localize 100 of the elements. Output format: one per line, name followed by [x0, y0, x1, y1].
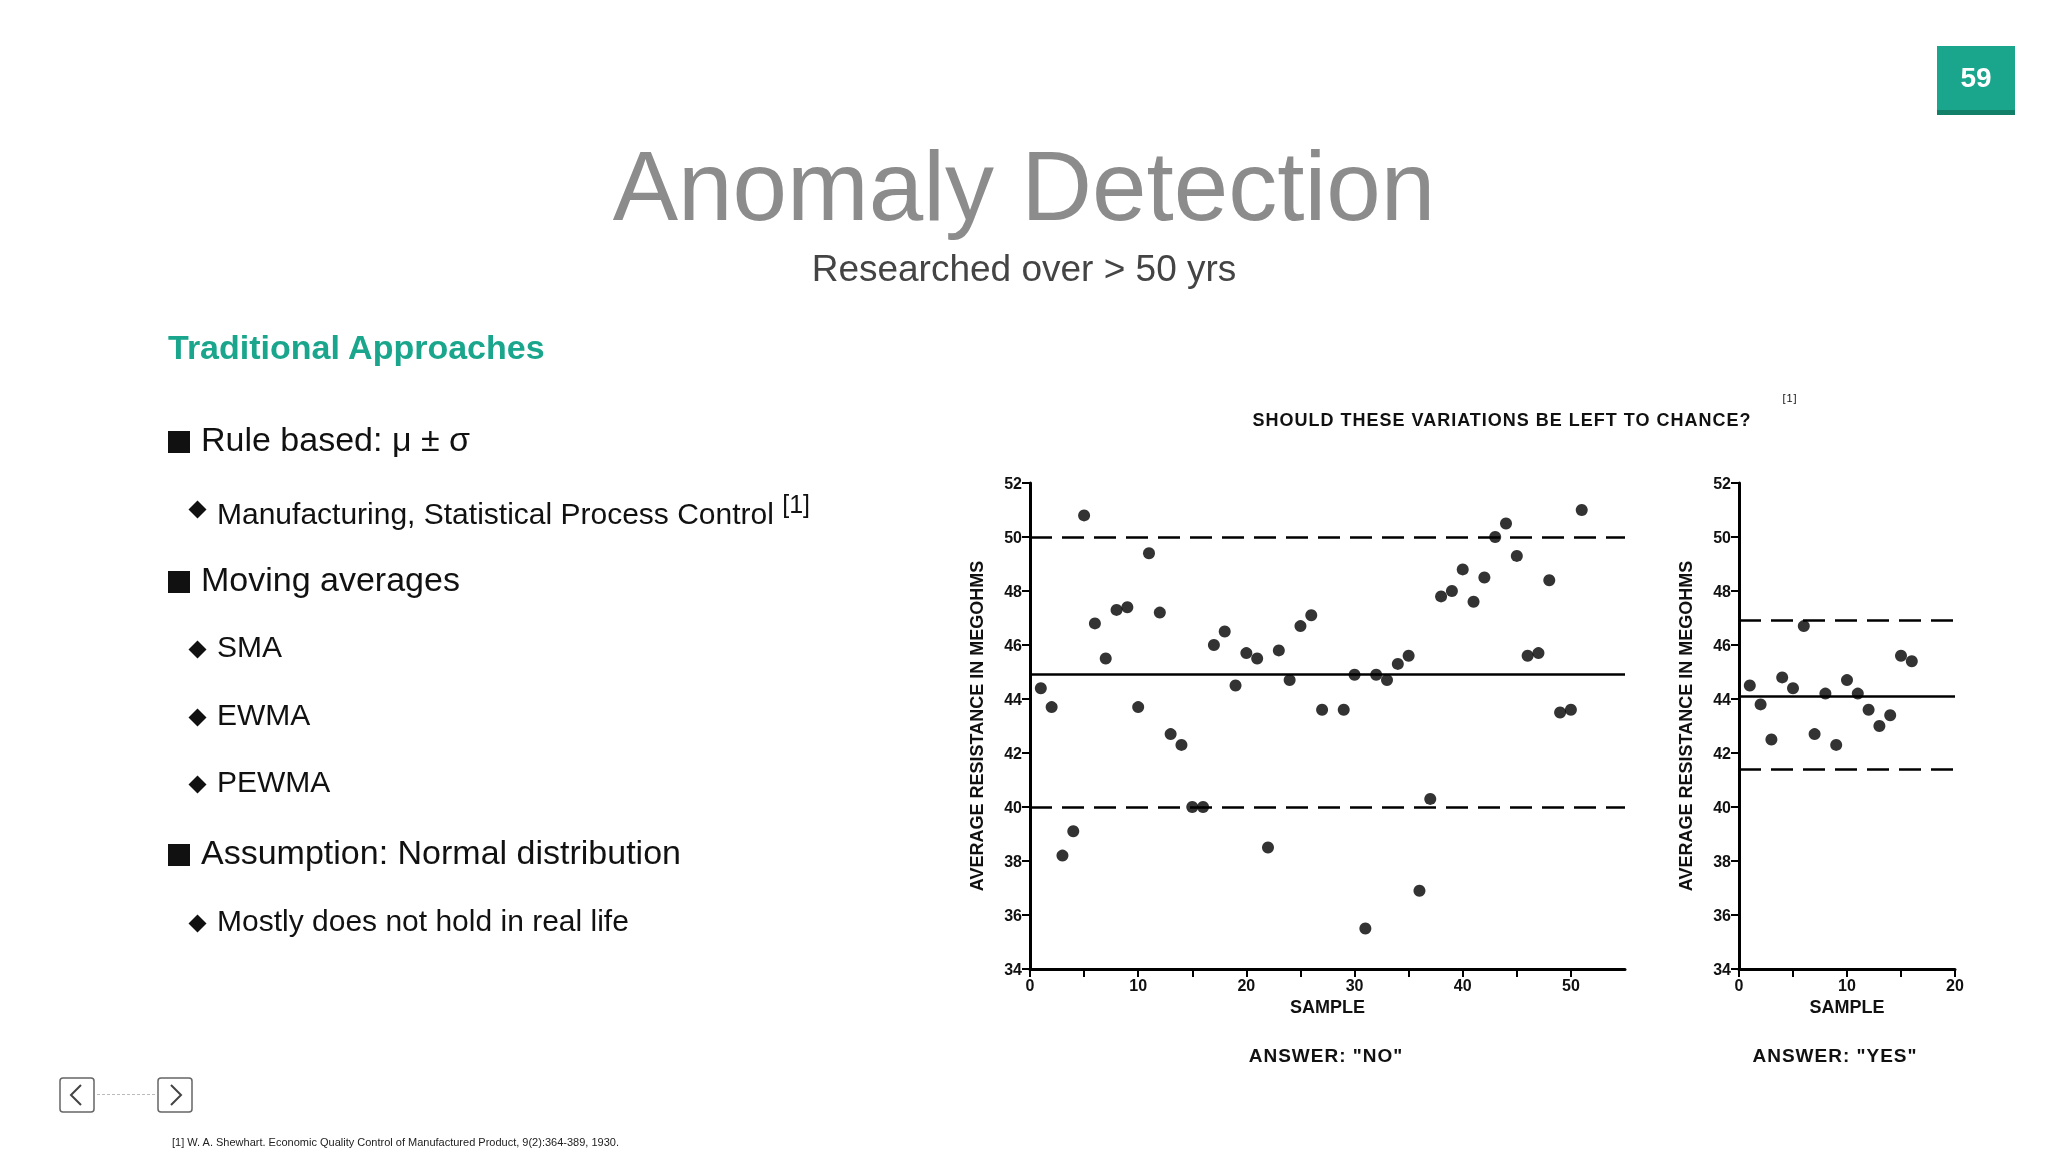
point	[1445, 585, 1458, 597]
point	[1067, 825, 1080, 838]
point	[1305, 609, 1318, 622]
x-tick-label: 20	[1237, 976, 1256, 994]
point	[1143, 547, 1155, 560]
text: EWMA	[217, 698, 311, 732]
text: Rule based: μ ± σ	[201, 420, 471, 459]
point	[1175, 738, 1188, 751]
text: Moving averages	[201, 560, 460, 599]
point	[1207, 639, 1220, 651]
point	[1797, 620, 1810, 633]
point	[1905, 655, 1918, 668]
point	[1467, 595, 1480, 608]
point	[1132, 701, 1145, 714]
point	[1787, 682, 1799, 695]
text: Manufacturing, Statistical Process Control $^{[1]}$	[217, 490, 811, 531]
y-tick-label: 52	[1004, 474, 1023, 492]
point	[1478, 571, 1491, 584]
point	[1754, 698, 1767, 711]
point	[1110, 603, 1123, 616]
text: Anomaly Detection	[611, 130, 1437, 243]
point	[1099, 652, 1112, 665]
text: Researched over > 50 yrs	[810, 248, 1238, 290]
text: ANSWER: "YES"	[1751, 1045, 1919, 1067]
x-tick-label: 30	[1345, 976, 1364, 994]
x-tick-label: 0	[1734, 976, 1744, 994]
point	[1078, 509, 1091, 522]
y-tick-label: 38	[1713, 852, 1732, 870]
point	[1164, 728, 1177, 741]
point	[1034, 682, 1047, 695]
x-tick-label: 10	[1838, 976, 1856, 994]
y-tick-label: 46	[1004, 636, 1023, 654]
text: [1]	[1781, 392, 1799, 404]
y-tick-label: 52	[1713, 474, 1732, 492]
point	[1294, 620, 1307, 633]
point	[1435, 590, 1448, 603]
point	[1359, 922, 1372, 935]
point	[1554, 706, 1567, 719]
text: PEWMA	[217, 765, 331, 799]
point	[1510, 549, 1523, 562]
point	[1841, 674, 1853, 687]
text: [1] W. A. Shewhart. Economic Quality Control of Manufactured Product, 9(2):364-389, 1930.	[172, 1136, 619, 1148]
point	[1316, 703, 1329, 716]
point	[1575, 504, 1588, 516]
point	[1873, 720, 1886, 732]
point	[1456, 563, 1469, 576]
point	[1424, 792, 1437, 805]
point	[1532, 647, 1545, 660]
point	[1743, 679, 1756, 692]
y-tick-label: 40	[1713, 798, 1732, 816]
point	[1543, 574, 1556, 587]
x-axis-title: SAMPLE	[1289, 996, 1366, 1017]
point	[1229, 679, 1242, 692]
y-axis-title: AVERAGE RESISTANCE IN MEGOHMS	[1676, 560, 1696, 892]
point	[1240, 647, 1253, 660]
point	[1564, 703, 1577, 716]
y-tick-label: 34	[1004, 960, 1023, 978]
y-tick-label: 42	[1713, 744, 1732, 762]
point	[1272, 644, 1285, 657]
x-axis-title: SAMPLE	[1809, 996, 1885, 1017]
x-tick-label: 10	[1129, 976, 1148, 994]
text: SMA	[217, 630, 283, 664]
y-tick-label: 46	[1713, 636, 1732, 654]
y-tick-label: 44	[1004, 690, 1023, 708]
point	[1500, 517, 1512, 530]
x-tick-label: 0	[1025, 976, 1035, 994]
y-tick-label: 40	[1004, 798, 1023, 816]
chart-title: SHOULD THESE VARIATIONS BE LEFT TO CHANCE?	[1251, 410, 1753, 431]
point	[1251, 652, 1264, 665]
point	[1765, 733, 1778, 746]
point	[1056, 849, 1069, 862]
point	[1862, 703, 1875, 716]
y-tick-label: 38	[1004, 852, 1023, 870]
text: ANSWER: "NO"	[1247, 1045, 1405, 1067]
x-tick-label: 20	[1946, 976, 1964, 994]
text: Assumption: Normal distribution	[201, 833, 681, 872]
point	[1884, 709, 1897, 722]
point	[1088, 617, 1101, 630]
text: Traditional Approaches	[168, 328, 545, 367]
y-tick-label: 48	[1004, 582, 1023, 600]
y-axis-title: AVERAGE RESISTANCE IN MEGOHMS	[967, 560, 987, 892]
y-tick-label: 34	[1713, 960, 1732, 978]
y-tick-label: 36	[1713, 906, 1732, 924]
y-tick-label: 44	[1713, 690, 1732, 708]
y-tick-label: 36	[1004, 906, 1023, 924]
point	[1413, 884, 1426, 897]
point	[1776, 671, 1789, 684]
point	[1337, 703, 1350, 716]
y-tick-label: 50	[1004, 528, 1023, 546]
text: Mostly does not hold in real life	[217, 904, 629, 938]
point	[1218, 625, 1231, 638]
point	[1262, 841, 1274, 854]
y-tick-label: 42	[1004, 744, 1023, 762]
x-tick-label: 40	[1453, 976, 1472, 994]
point	[1121, 601, 1134, 614]
point	[1045, 701, 1058, 714]
point	[1153, 606, 1166, 619]
point	[1830, 738, 1843, 751]
text: 59	[1959, 62, 1993, 94]
y-tick-label: 48	[1713, 582, 1732, 600]
